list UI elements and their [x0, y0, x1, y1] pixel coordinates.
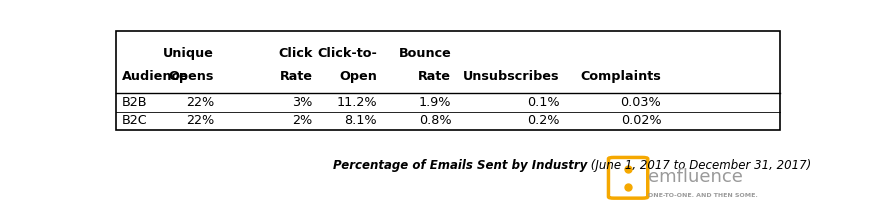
Text: (June 1, 2017 to December 31, 2017): (June 1, 2017 to December 31, 2017) — [587, 159, 811, 172]
Text: Complaints: Complaints — [580, 70, 662, 83]
Text: Audience: Audience — [121, 70, 188, 83]
Text: 22%: 22% — [186, 114, 214, 127]
FancyBboxPatch shape — [608, 157, 648, 198]
Text: Click: Click — [278, 47, 313, 60]
Text: ONE-TO-ONE. AND THEN SOME.: ONE-TO-ONE. AND THEN SOME. — [648, 193, 758, 198]
Text: Open: Open — [339, 70, 377, 83]
Text: 0.1%: 0.1% — [527, 96, 559, 109]
Text: Unsubscribes: Unsubscribes — [463, 70, 559, 83]
Text: 8.1%: 8.1% — [344, 114, 377, 127]
Text: emfluence: emfluence — [648, 168, 743, 186]
Text: Percentage of Emails Sent by Industry: Percentage of Emails Sent by Industry — [333, 159, 587, 172]
Text: Opens: Opens — [169, 70, 214, 83]
Text: 0.2%: 0.2% — [527, 114, 559, 127]
Text: 0.8%: 0.8% — [419, 114, 451, 127]
Text: 22%: 22% — [186, 96, 214, 109]
Text: 1.9%: 1.9% — [419, 96, 451, 109]
Text: B2C: B2C — [121, 114, 147, 127]
Text: Click-to-: Click-to- — [317, 47, 377, 60]
Text: 2%: 2% — [292, 114, 313, 127]
Text: 3%: 3% — [292, 96, 313, 109]
Text: 11.2%: 11.2% — [336, 96, 377, 109]
Bar — [116, 31, 780, 130]
Text: Bounce: Bounce — [399, 47, 451, 60]
Text: Rate: Rate — [419, 70, 451, 83]
Text: Unique: Unique — [163, 47, 214, 60]
Text: B2B: B2B — [121, 96, 147, 109]
Text: 0.03%: 0.03% — [621, 96, 662, 109]
Text: 0.02%: 0.02% — [621, 114, 662, 127]
Text: Rate: Rate — [280, 70, 313, 83]
